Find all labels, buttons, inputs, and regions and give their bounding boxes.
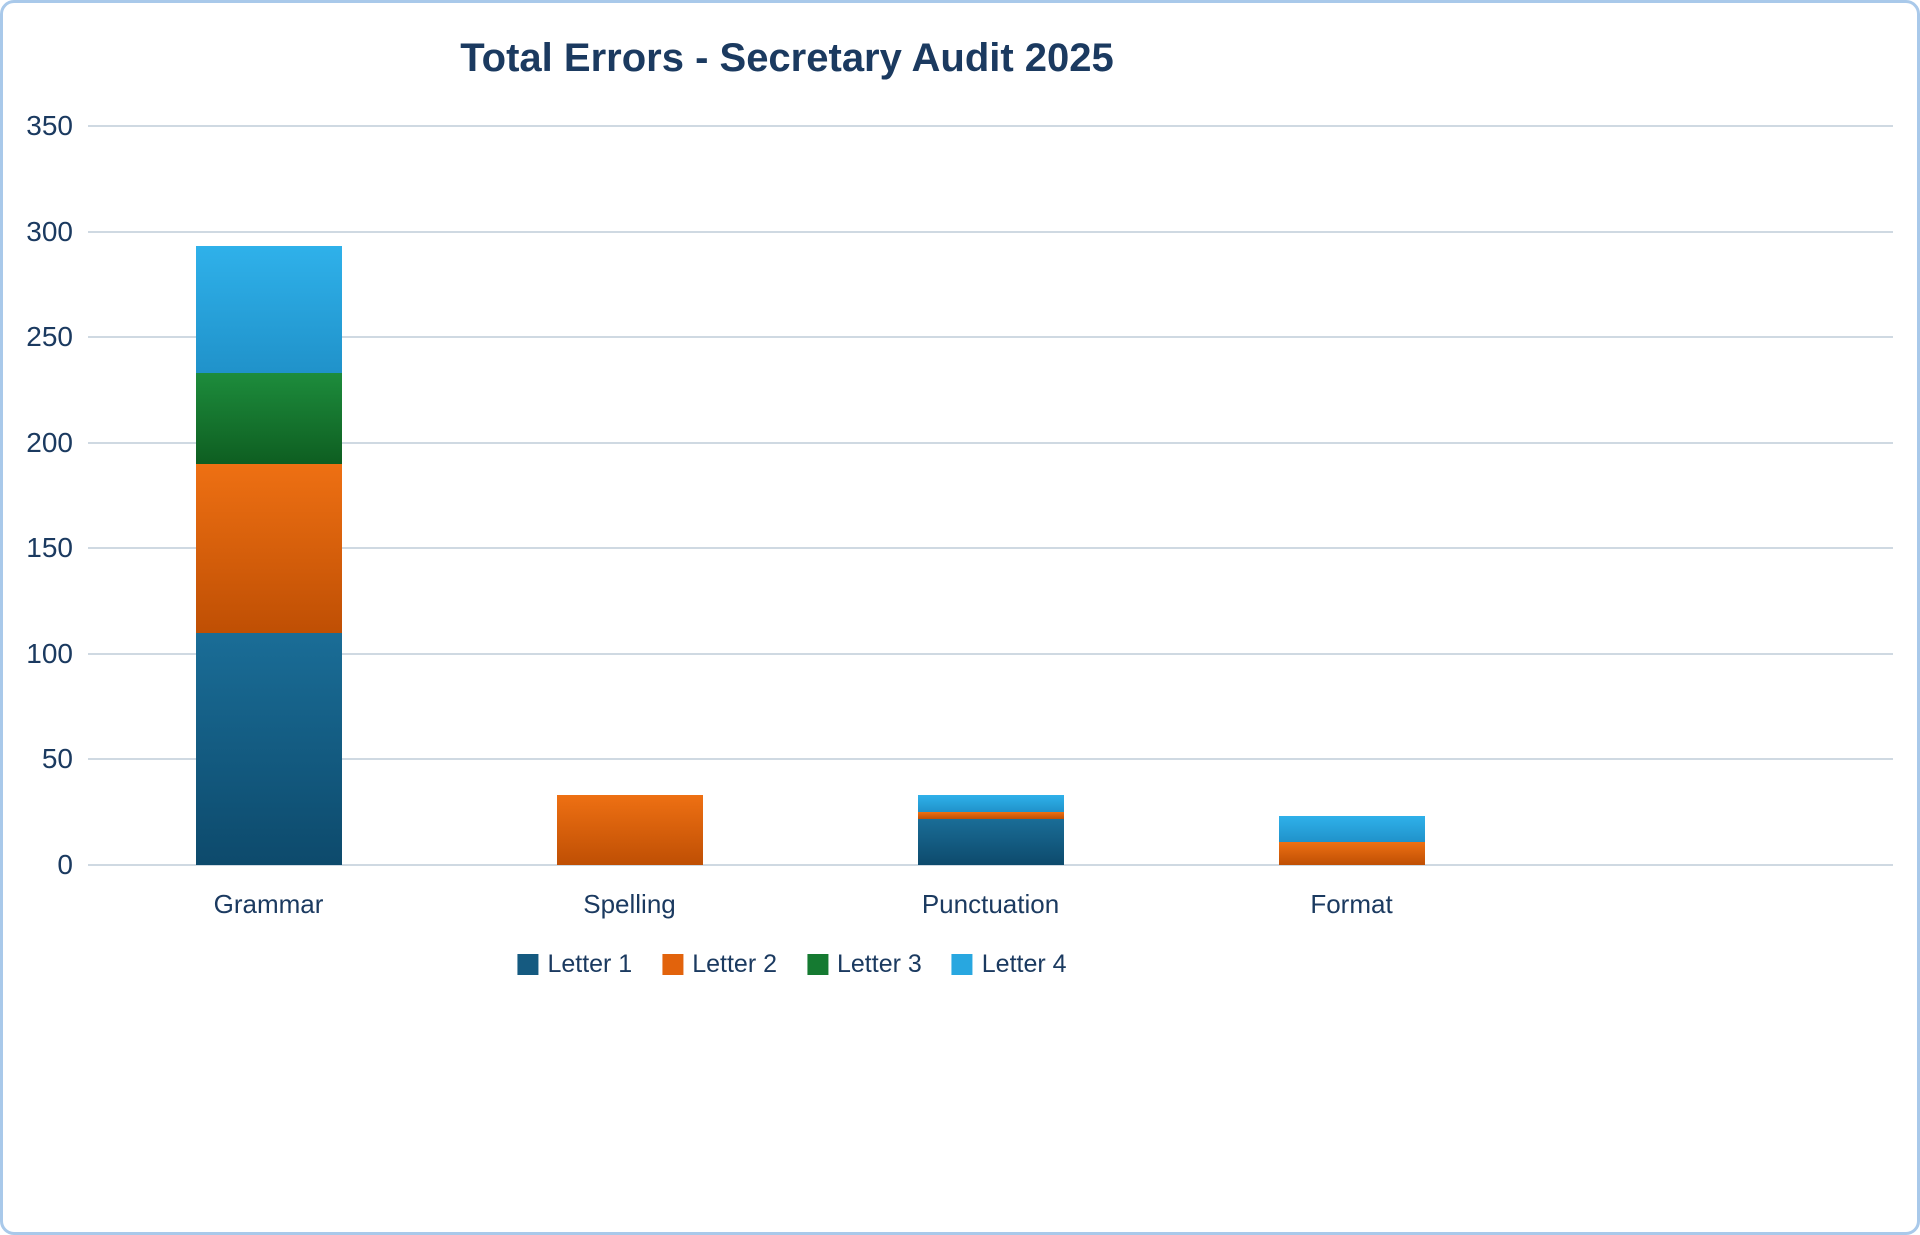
gridline xyxy=(88,125,1893,127)
bar-segment-letter-4 xyxy=(195,246,342,374)
category-label-punctuation: Punctuation xyxy=(921,889,1060,919)
bar-segment-letter-4 xyxy=(1278,816,1425,842)
bar-column-format xyxy=(1278,816,1425,865)
bar-segment-letter-1 xyxy=(917,818,1064,865)
legend: Letter 1 Letter 2 Letter 3 Letter 4 xyxy=(517,950,1067,979)
category-label-format: Format xyxy=(1310,889,1393,919)
gridline xyxy=(88,230,1893,233)
y-tick-label: 300 xyxy=(26,215,73,247)
legend-swatch-icon xyxy=(807,954,828,975)
legend-item-letter-1: Letter 1 xyxy=(517,950,632,979)
gridline xyxy=(88,547,1893,550)
y-tick-label: 100 xyxy=(26,637,73,669)
bar-column-spelling xyxy=(556,795,703,865)
category-label-spelling: Spelling xyxy=(583,889,676,919)
bar-column-grammar xyxy=(195,246,342,865)
gridline xyxy=(88,336,1893,339)
category-label-grammar: Grammar xyxy=(213,889,324,919)
y-tick-label: 50 xyxy=(41,743,73,775)
gridline xyxy=(88,758,1893,761)
legend-label: Letter 1 xyxy=(547,950,633,978)
legend-swatch-icon xyxy=(951,954,973,975)
bar-segment-letter-1 xyxy=(195,632,342,865)
legend-item-letter-3: Letter 3 xyxy=(807,950,922,979)
legend-label: Letter 3 xyxy=(837,950,922,978)
bar-segment-letter-2 xyxy=(917,812,1064,819)
legend-item-letter-2: Letter 2 xyxy=(662,950,777,979)
legend-item-letter-4: Letter 4 xyxy=(951,950,1067,979)
bar-segment-letter-4 xyxy=(917,795,1064,813)
legend-swatch-icon xyxy=(662,954,684,975)
legend-swatch-icon xyxy=(517,954,539,975)
bar-segment-letter-2 xyxy=(1278,841,1425,865)
gridline xyxy=(88,441,1893,444)
gridline xyxy=(88,652,1893,655)
bar-segment-letter-2 xyxy=(556,795,703,865)
bar-column-punctuation xyxy=(917,795,1064,865)
y-tick-label: 150 xyxy=(26,532,73,564)
bar-segment-letter-3 xyxy=(195,373,342,464)
plot-area xyxy=(88,125,1893,866)
legend-label: Letter 2 xyxy=(692,950,777,978)
y-tick-label: 200 xyxy=(26,426,73,458)
bar-segment-letter-2 xyxy=(195,463,342,633)
y-tick-label: 250 xyxy=(26,321,73,353)
y-tick-label: 350 xyxy=(26,110,73,141)
chart-title: Total Errors - Secretary Audit 2025 xyxy=(460,36,1114,80)
gridline xyxy=(88,864,1893,866)
y-tick-label: 0 xyxy=(57,849,73,880)
legend-label: Letter 4 xyxy=(981,950,1067,978)
